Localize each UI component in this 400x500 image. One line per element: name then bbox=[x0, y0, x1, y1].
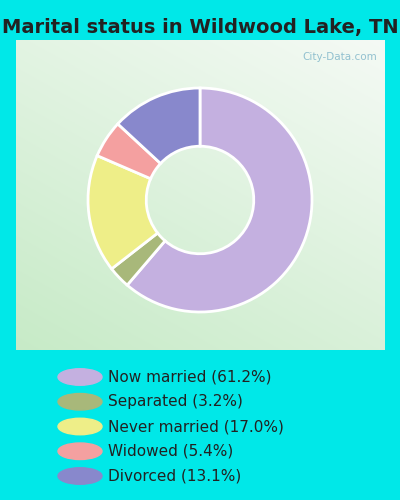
Text: Divorced (13.1%): Divorced (13.1%) bbox=[108, 468, 241, 483]
Text: Now married (61.2%): Now married (61.2%) bbox=[108, 370, 272, 384]
Wedge shape bbox=[127, 88, 312, 312]
Wedge shape bbox=[112, 233, 165, 285]
Wedge shape bbox=[118, 88, 200, 164]
Text: City-Data.com: City-Data.com bbox=[302, 52, 377, 62]
Circle shape bbox=[58, 394, 102, 410]
Circle shape bbox=[58, 468, 102, 484]
Wedge shape bbox=[88, 156, 158, 269]
Text: Never married (17.0%): Never married (17.0%) bbox=[108, 419, 284, 434]
Circle shape bbox=[58, 369, 102, 385]
Text: Marital status in Wildwood Lake, TN: Marital status in Wildwood Lake, TN bbox=[2, 18, 398, 36]
Circle shape bbox=[58, 418, 102, 435]
Wedge shape bbox=[97, 124, 160, 178]
Text: Separated (3.2%): Separated (3.2%) bbox=[108, 394, 243, 409]
Text: Widowed (5.4%): Widowed (5.4%) bbox=[108, 444, 233, 459]
Circle shape bbox=[58, 443, 102, 460]
